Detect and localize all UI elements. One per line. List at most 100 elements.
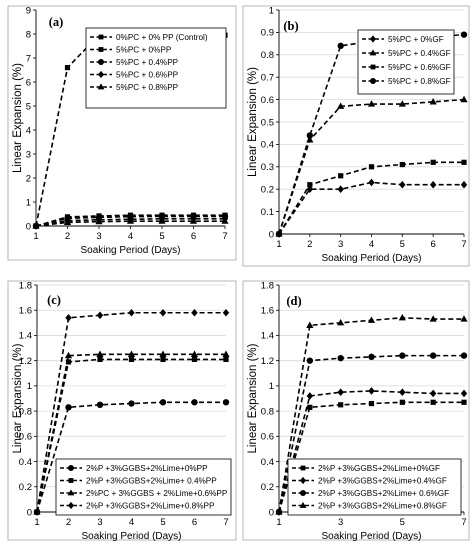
x-axis-label: Soaking Period (Days)	[80, 245, 180, 256]
x-tick-label: 7	[461, 517, 466, 528]
chart-panel-3: 0 0.2 0.4 0.6 0.8 1 1.2 1.4 1.6 1.8 1 2 3 4 5 6 7 Soaking…	[7, 280, 237, 542]
legend: 5%PC + 0%GF 5%PC + 0.4%GF 5%PC + 0.6%GF 5%P…	[357, 29, 455, 95]
x-tick-label: 5	[400, 517, 405, 528]
y-tick-label: 4	[26, 125, 31, 136]
data-point	[96, 350, 104, 357]
data-point	[337, 42, 344, 50]
x-tick-label: 3	[97, 517, 102, 528]
data-point	[460, 389, 468, 398]
legend-label: 5%PC + 0.4%GF	[388, 49, 451, 58]
x-tick-label: 2	[65, 231, 70, 242]
y-tick-label: 0.7	[261, 73, 274, 84]
data-point	[399, 399, 405, 405]
x-tick-label: 2	[66, 517, 71, 528]
y-tick-label: 7	[26, 53, 31, 64]
x-tick-label: 3	[338, 239, 343, 250]
legend-label: 5%PC + 0.6%GF	[388, 63, 451, 72]
legend-marker	[300, 490, 306, 496]
legend: 2%P +3%GGBS+2%Lime+0%GF 2%P +3%GGBS+2%Lim…	[287, 458, 462, 516]
y-tick-label: 0	[269, 507, 274, 518]
y-tick-label: 1.8	[19, 280, 32, 291]
data-point	[399, 180, 406, 189]
legend-label: 5%PC + 0%GF	[388, 35, 444, 44]
x-tick-label: 3	[338, 517, 343, 528]
data-point	[307, 182, 313, 188]
legend-marker	[299, 501, 307, 508]
y-axis-label: Linear Expansion (%)	[247, 67, 259, 177]
legend-marker	[68, 465, 74, 471]
y-axis-label: Linear Expansion (%)	[12, 63, 24, 173]
data-point	[222, 399, 230, 406]
legend-label: 2%P +3%GGBS+2%Lime+ 0.6%GF	[318, 489, 449, 498]
y-tick-label: 0	[26, 221, 31, 232]
chart-panel-2: 0 0.1 0.2 0.3 0.4 0.5 0.6 0.7 0.8 0.9 1 1 2 3 4 5 6 7 Soak…	[242, 5, 470, 267]
y-tick-label: 0.5	[261, 117, 274, 128]
legend-label: 5%PC + 0.8%GF	[388, 77, 451, 86]
data-point	[368, 387, 375, 395]
x-tick-label: 4	[128, 231, 133, 242]
y-tick-label: 8	[26, 29, 31, 40]
legend-box	[287, 458, 462, 516]
x-tick-label: 6	[192, 517, 197, 528]
x-axis-label: Soaking Period (Days)	[81, 531, 181, 542]
data-point	[221, 217, 229, 224]
series-4	[275, 313, 468, 515]
data-point	[306, 392, 314, 400]
y-tick-label: 1.6	[19, 306, 32, 317]
data-point	[65, 404, 72, 411]
legend-label: 2%P +3%GGBS+2%Lime+0.4%GF	[318, 477, 447, 486]
data-point	[338, 402, 344, 408]
data-point	[367, 100, 376, 107]
data-point	[460, 31, 468, 38]
y-tick-label: 0.8	[261, 50, 274, 61]
x-tick-label: 7	[461, 239, 466, 250]
data-point	[368, 353, 375, 361]
legend-marker	[300, 476, 306, 485]
panel-border	[242, 5, 470, 267]
y-tick-label: 0.1	[261, 207, 274, 218]
data-point	[429, 180, 437, 189]
y-tick-label: 0.2	[19, 482, 32, 493]
x-tick-label: 1	[33, 231, 38, 242]
data-point	[32, 222, 40, 229]
y-tick-label: 0.4	[19, 457, 32, 468]
panel-border	[242, 280, 470, 541]
data-point	[275, 508, 283, 515]
y-tick-label: 0.3	[261, 162, 274, 173]
legend-label: 5%PC + 0%PP	[116, 46, 172, 55]
y-tick-label: 0.8	[261, 406, 274, 417]
y-axis-label: Linear Expansion (%)	[12, 343, 24, 453]
y-tick-label: 0.2	[261, 185, 274, 196]
legend-box	[55, 458, 232, 516]
x-tick-label: 1	[276, 239, 281, 250]
data-point	[159, 350, 167, 357]
data-point	[97, 356, 103, 363]
data-point	[222, 308, 230, 317]
y-tick-label: 0.2	[261, 482, 274, 493]
data-point	[399, 388, 406, 396]
data-point	[222, 350, 230, 357]
legend-marker	[98, 70, 104, 79]
legend-marker	[370, 78, 376, 84]
x-tick-label: 6	[431, 239, 436, 250]
legend-marker	[369, 49, 377, 56]
series-2	[275, 387, 468, 516]
legend-label: 2%P +3%GGBS+2%Lime+0%PP	[86, 464, 208, 473]
data-point	[429, 315, 437, 322]
data-point	[430, 159, 436, 165]
data-point	[128, 308, 135, 317]
data-point	[65, 313, 72, 322]
y-tick-label: 0	[269, 229, 274, 240]
series-3	[275, 352, 468, 516]
data-point	[368, 400, 375, 407]
data-point	[275, 230, 283, 238]
data-point	[33, 508, 41, 516]
data-point	[461, 159, 467, 165]
legend-label: 5%PC + 0.6%PP	[116, 71, 179, 80]
x-tick-label: 4	[369, 239, 374, 250]
data-point	[128, 356, 135, 363]
y-tick-label: 0.8	[19, 406, 32, 417]
data-point	[368, 164, 375, 170]
